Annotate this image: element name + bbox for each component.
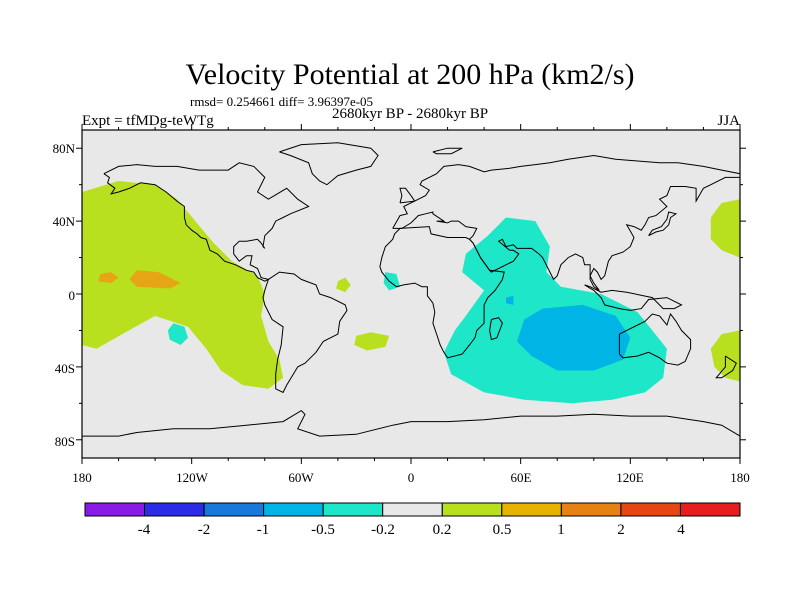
colorbar-label: 4 <box>677 522 685 538</box>
period-label: 2680kyr BP - 2680kyr BP <box>332 106 488 122</box>
colorbar-box <box>263 502 324 517</box>
colorbar-label: 0.2 <box>433 522 452 538</box>
colorbar-label: -4 <box>138 522 151 538</box>
lon-tick-label: 180 <box>730 470 750 485</box>
coast-australia <box>618 312 692 366</box>
colorbar-box <box>203 502 265 517</box>
colorbar-label: -1 <box>257 522 270 538</box>
lon-tick-label: 120W <box>176 470 209 485</box>
map-panel <box>76 124 746 464</box>
colorbar <box>84 502 741 517</box>
colorbar-box <box>680 502 741 517</box>
colorbar-label: -0.5 <box>311 522 335 538</box>
colorbar-label: -2 <box>198 522 211 538</box>
coast-indonesia <box>584 284 683 311</box>
coast-japan <box>648 211 678 237</box>
lon-tick-label: 180 <box>72 470 92 485</box>
colorbar-box <box>501 502 562 517</box>
lat-tick-label: 80N <box>53 141 76 156</box>
colorbar-label: 1 <box>557 522 565 538</box>
colorbar-box <box>144 502 205 517</box>
mid-negative-region-small <box>506 295 514 305</box>
lat-tick-label: 40N <box>53 214 76 229</box>
colorbar-box <box>620 502 681 517</box>
lon-tick-label: 120E <box>616 470 644 485</box>
colorbar-label: 0.5 <box>493 522 512 538</box>
colorbar-box <box>382 502 443 517</box>
lon-tick-label: 60E <box>511 470 532 485</box>
colorbar-label: -0.2 <box>371 522 395 538</box>
lat-tick-labels: 80N 40N 0 40S 80S <box>53 141 76 449</box>
lat-tick-label: 80S <box>55 434 75 449</box>
lon-tick-label: 60W <box>288 470 314 485</box>
lon-tick-labels: 180 120W 60W 0 60E 120E 180 <box>72 470 750 485</box>
coast-north-america <box>103 162 310 282</box>
coast-svalbard <box>432 147 463 155</box>
lon-tick-label: 0 <box>408 470 415 485</box>
colorbar-label: 2 <box>617 522 625 538</box>
coast-greenland <box>279 142 379 186</box>
positive-region-east-edge <box>710 330 740 382</box>
mid-positive-region-b <box>129 270 181 289</box>
coast-new-zealand <box>715 355 737 379</box>
season-label: JJA <box>717 113 740 129</box>
colorbar-box <box>441 502 503 517</box>
negative-region-pacific <box>167 323 188 345</box>
axis-ticks <box>76 124 746 464</box>
coastlines <box>82 142 741 437</box>
coast-antarctica <box>82 409 741 437</box>
contour-fills <box>82 181 740 404</box>
coast-madagascar <box>489 317 503 341</box>
lat-tick-label: 0 <box>69 288 76 303</box>
positive-region-pacific <box>82 181 284 389</box>
positive-region-atlantic-a <box>336 277 351 293</box>
colorbar-box <box>84 502 145 517</box>
experiment-label: Expt = tfMDg-teWTg <box>82 113 214 129</box>
figure-title: Velocity Potential at 200 hPa (km2/s) <box>185 58 634 91</box>
positive-region-atlantic-b <box>354 332 390 351</box>
colorbar-box <box>560 502 622 517</box>
coast-africa <box>379 226 505 359</box>
mid-negative-region-indian-ocean <box>517 304 631 371</box>
lat-tick-label: 40S <box>55 361 75 376</box>
coast-south-america <box>262 271 348 394</box>
colorbar-labels: -4 -2 -1 -0.5 -0.2 0.2 0.5 1 2 4 <box>138 522 686 538</box>
coast-british-isles <box>399 187 416 204</box>
mid-positive-region-a <box>98 272 119 284</box>
colorbar-box <box>322 502 384 517</box>
stats-label: rmsd= 0.254661 diff= 3.96397e-05 <box>190 94 373 109</box>
positive-region-west-edge <box>710 199 740 258</box>
